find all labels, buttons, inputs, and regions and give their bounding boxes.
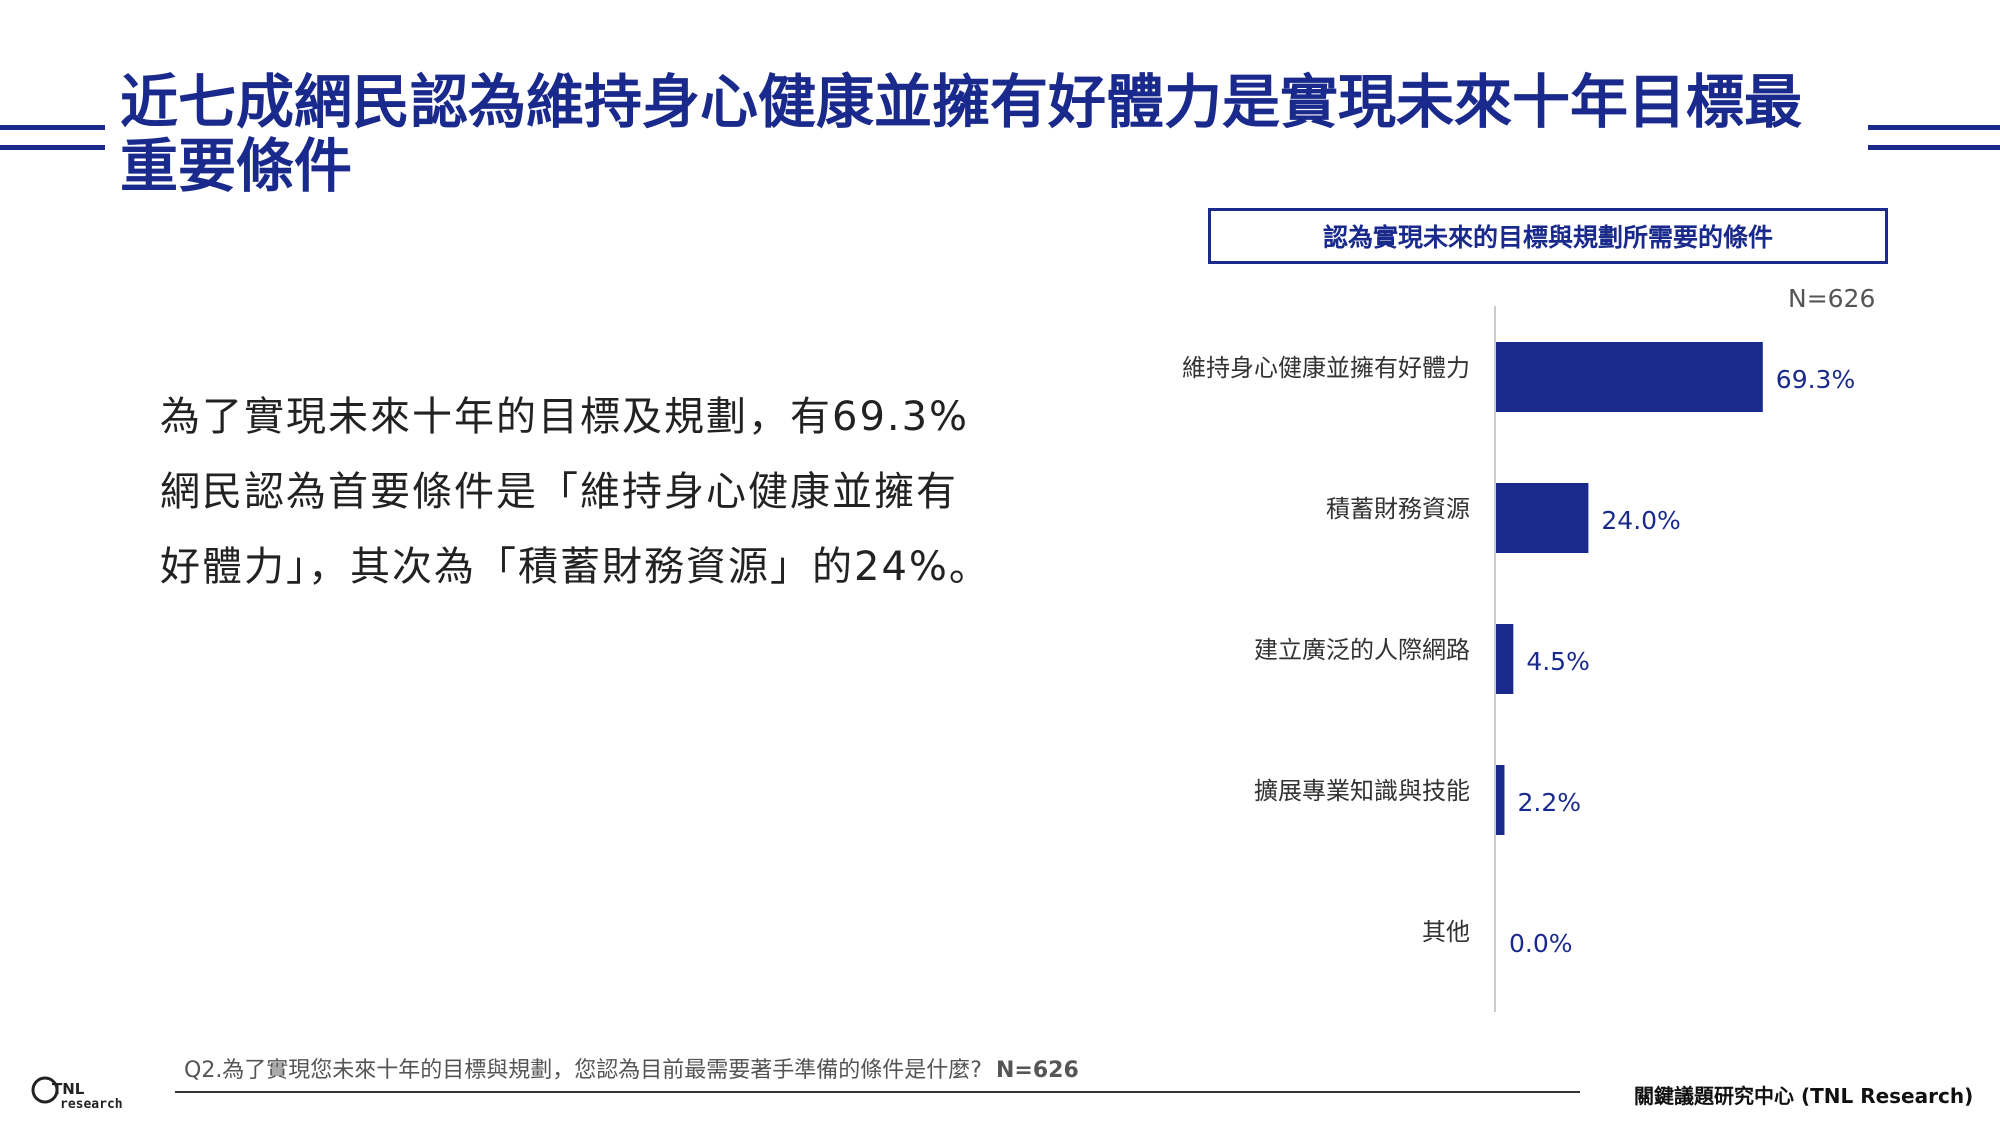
value-label: 4.5% (1526, 647, 1590, 676)
footer-question-text: Q2.為了實現您未來十年的目標與規劃，您認為目前最需要著手準備的條件是什麼? (184, 1058, 982, 1083)
summary-text: 為了實現未來十年的目標及規劃，有69.3% 網民認為首要條件是「維持身心健康並擁… (160, 380, 1040, 605)
summary-line: 網民認為首要條件是「維持身心健康並擁有 (160, 469, 958, 515)
footer-sample-size: N=626 (996, 1058, 1079, 1083)
page-title: 近七成網民認為維持身心健康並擁有好體力是實現未來十年目標最重要條件 (120, 68, 1803, 200)
value-label: 2.2% (1517, 788, 1581, 817)
category-label: 建立廣泛的人際網路 (1254, 636, 1470, 664)
chart-title-box: 認為實現未來的目標與規劃所需要的條件 (1208, 208, 1888, 264)
organization-name: 關鍵議題研究中心 (TNL Research) (1634, 1084, 1974, 1108)
tnl-research-logo: TNL research (31, 1076, 123, 1112)
bar (1496, 765, 1505, 835)
logo-text-research: research (60, 1097, 123, 1112)
chart-title: 認為實現未來的目標與規劃所需要的條件 (1322, 223, 1773, 252)
bar (1496, 483, 1589, 553)
left-decor-line-top (0, 125, 105, 130)
category-label: 維持身心健康並擁有好體力 (1182, 354, 1470, 382)
category-label: 其他 (1422, 918, 1470, 946)
summary-line: 為了實現未來十年的目標及規劃，有69.3% (160, 394, 970, 440)
footer-question: Q2.為了實現您未來十年的目標與規劃，您認為目前最需要著手準備的條件是什麼? N=… (184, 1052, 1079, 1084)
summary-line: 好體力」，其次為「積蓄財務資源」的24%。 (160, 544, 991, 590)
right-decor-line-bottom (1868, 145, 2000, 150)
footer-divider (175, 1091, 1580, 1093)
value-label: 0.0% (1509, 929, 1573, 958)
category-label: 積蓄財務資源 (1326, 495, 1470, 523)
logo-text-tnl: TNL (52, 1080, 85, 1098)
bar (1496, 342, 1763, 412)
left-decor-line-bottom (0, 145, 105, 150)
category-label: 擴展專業知識與技能 (1254, 777, 1470, 805)
value-label: 69.3% (1776, 365, 1855, 394)
value-label: 24.0% (1601, 506, 1680, 535)
sample-size-label: N=626 (1788, 284, 1876, 313)
right-decor-line-top (1868, 125, 2000, 130)
bar (1496, 624, 1514, 694)
